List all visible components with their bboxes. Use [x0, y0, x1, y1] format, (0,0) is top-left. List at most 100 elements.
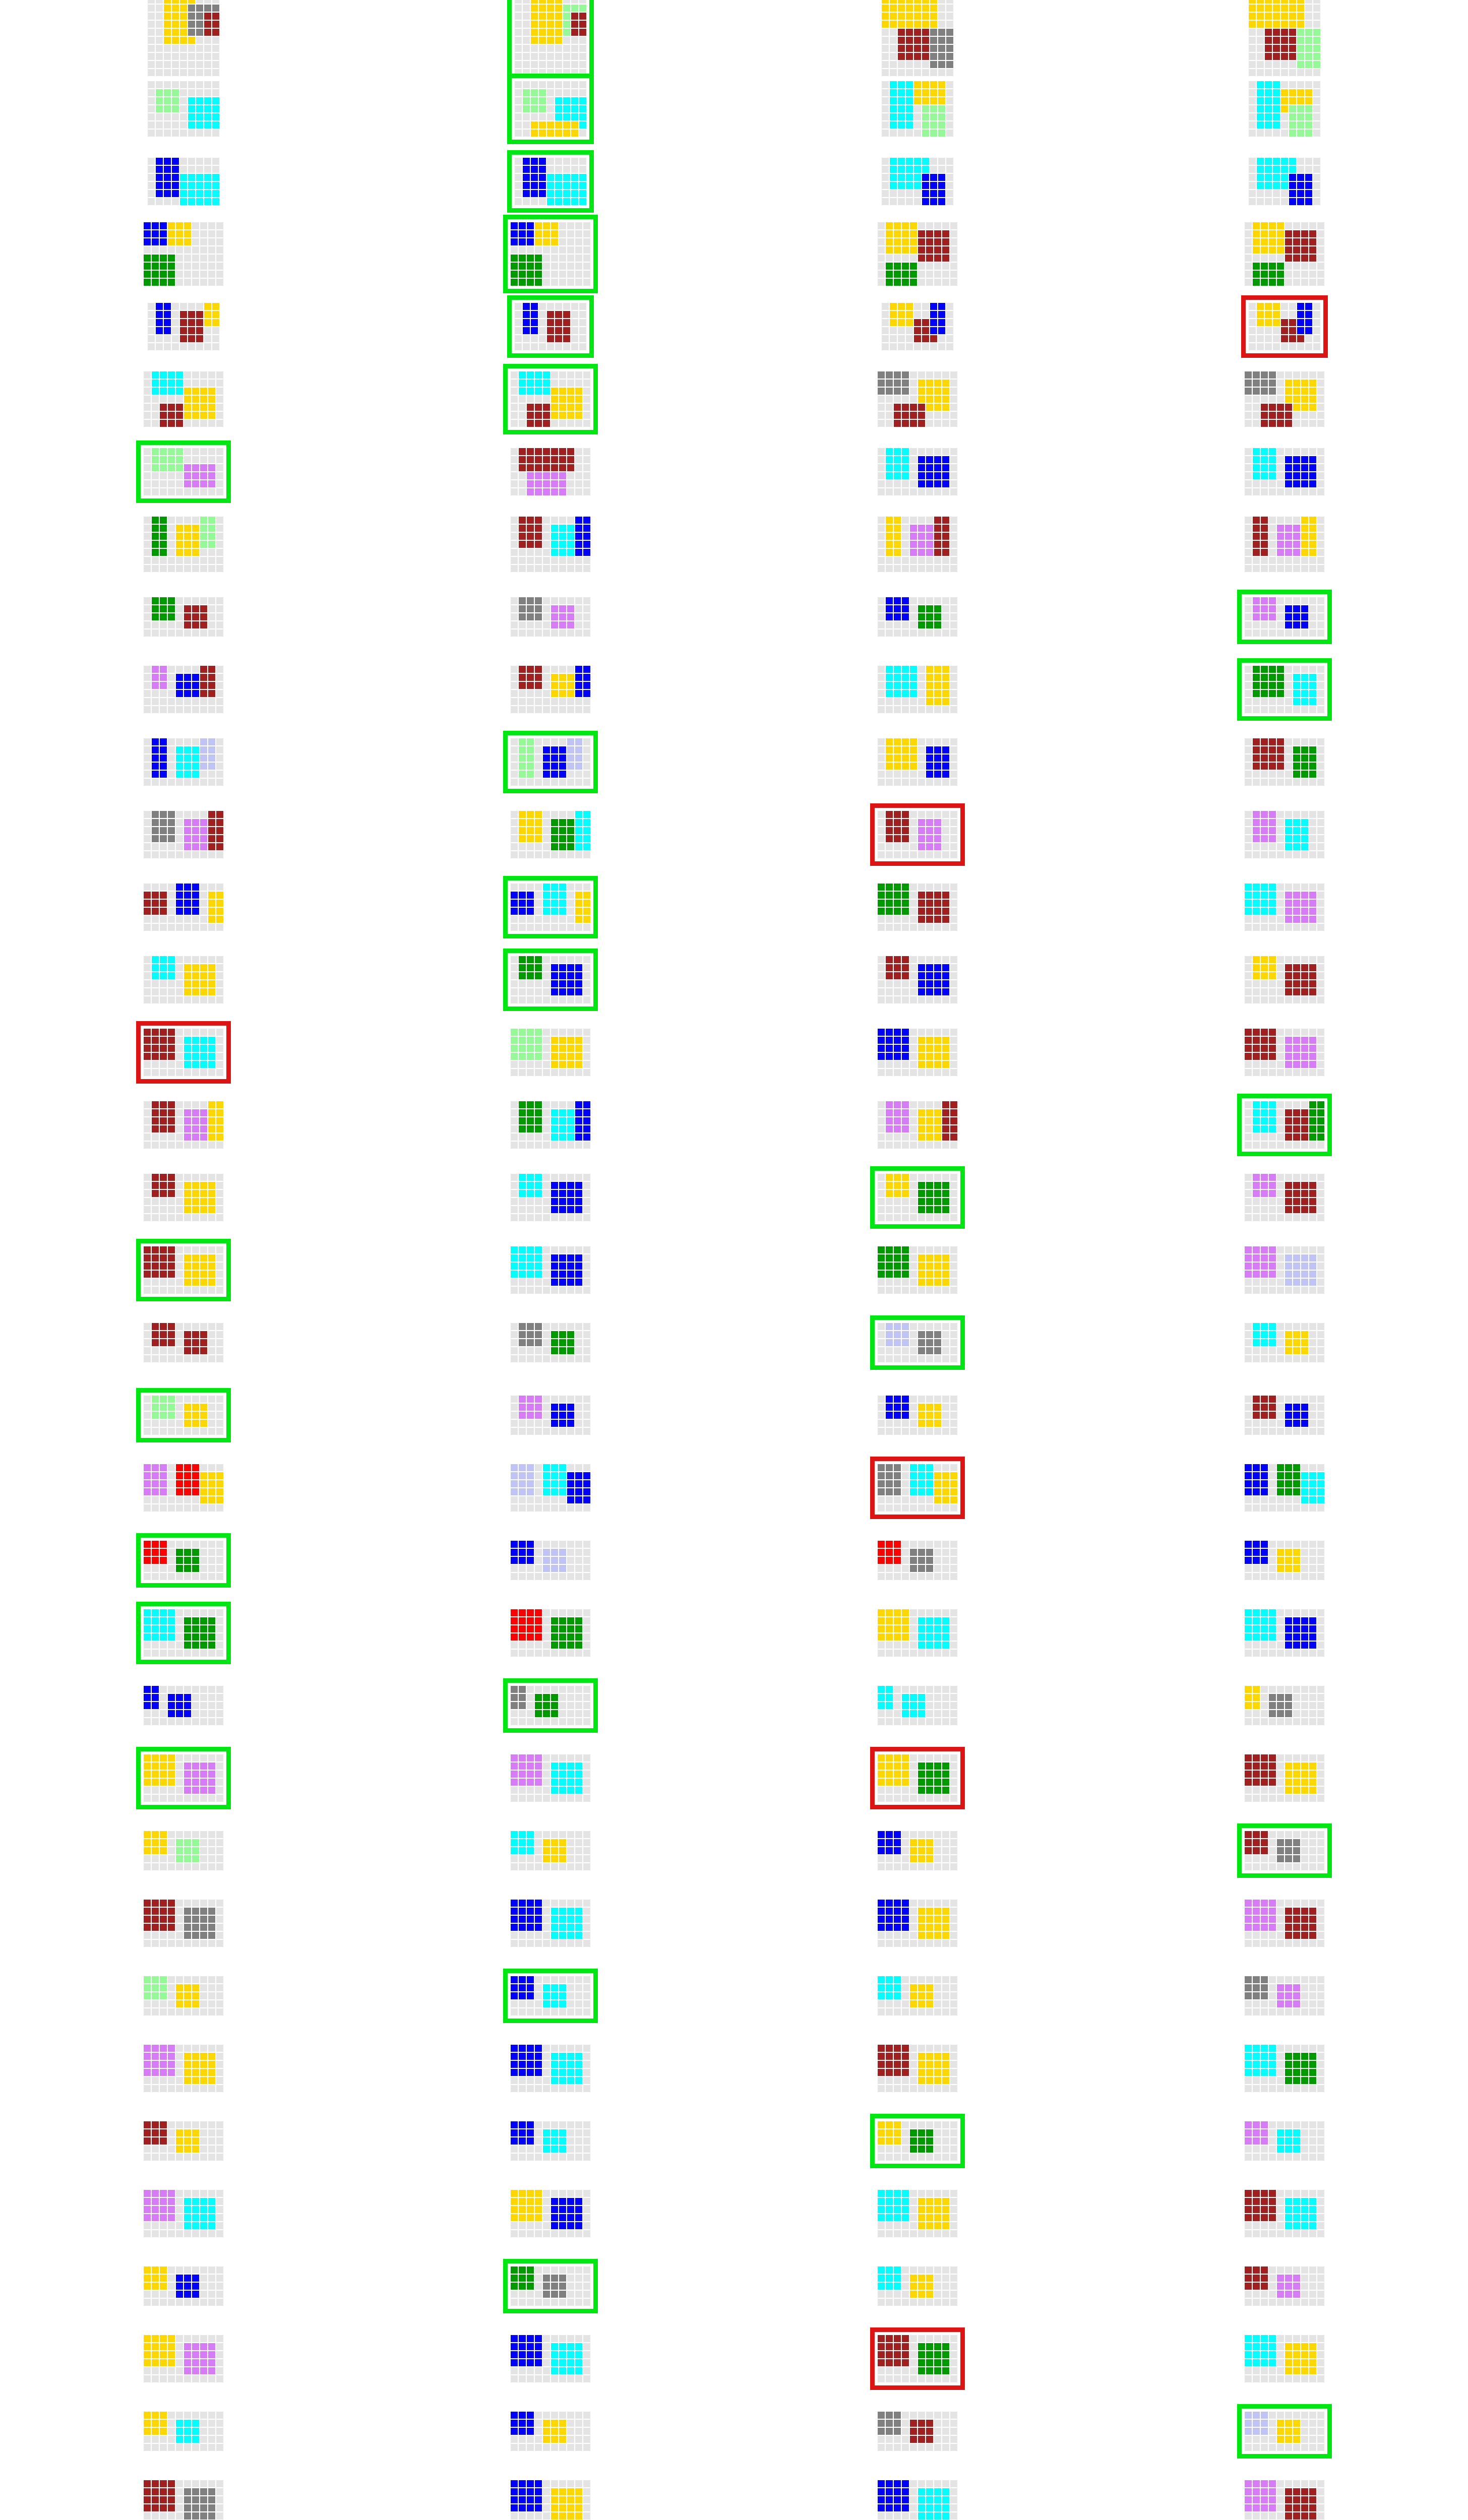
grid-cell-empty-light-gray: [514, 121, 522, 129]
grid-cell-empty-light-gray: [575, 1068, 583, 1077]
grid-panel-selected-green[interactable]: [870, 1166, 965, 1229]
grid-panel-selected-green[interactable]: [507, 295, 594, 358]
grid-panel[interactable]: [510, 1395, 591, 1435]
grid-panel[interactable]: [877, 516, 958, 573]
grid-panel[interactable]: [877, 222, 958, 286]
grid-cell-empty-light-gray: [1252, 403, 1260, 411]
grid-panel-selected-green[interactable]: [507, 150, 594, 213]
grid-cell-blue: [151, 222, 159, 230]
grid-panel-selected-green[interactable]: [503, 731, 598, 793]
grid-panel[interactable]: [1244, 738, 1325, 786]
grid-panel[interactable]: [510, 665, 591, 714]
grid-panel[interactable]: [877, 448, 958, 496]
grid-panel[interactable]: [1244, 956, 1325, 1004]
grid-panel[interactable]: [877, 665, 958, 714]
grid-cell-blue: [926, 472, 934, 480]
grid-cell-empty-light-gray: [1260, 988, 1268, 996]
grid-panel-selected-green[interactable]: [503, 949, 598, 1011]
grid-panel-selected-green[interactable]: [503, 364, 598, 434]
grid-cell-blue: [518, 222, 526, 230]
grid-panel[interactable]: [143, 1322, 224, 1363]
grid-panel[interactable]: [881, 157, 954, 206]
grid-cell-light-green: [510, 1036, 518, 1044]
grid-cell-empty-light-gray: [950, 597, 958, 605]
grid-panel[interactable]: [147, 157, 220, 206]
grid-panel-selected-green[interactable]: [136, 1239, 231, 1301]
grid-cell-orchid: [1293, 907, 1301, 915]
grid-panel[interactable]: [877, 1246, 958, 1294]
grid-panel[interactable]: [143, 597, 224, 637]
grid-panel[interactable]: [1244, 516, 1325, 573]
grid-cell-green: [942, 1181, 950, 1189]
grid-panel-selected-green[interactable]: [1237, 590, 1332, 644]
grid-cell-cyan: [1256, 81, 1264, 89]
grid-panel[interactable]: [143, 371, 224, 427]
grid-panel[interactable]: [510, 597, 591, 637]
grid-panel[interactable]: [881, 0, 954, 77]
grid-panel-selected-red[interactable]: [1241, 295, 1328, 358]
grid-panel[interactable]: [1244, 448, 1325, 496]
grid-panel[interactable]: [1244, 222, 1325, 286]
grid-panel[interactable]: [1244, 371, 1325, 427]
grid-panel-selected-red[interactable]: [870, 803, 965, 866]
grid-panel[interactable]: [1244, 1246, 1325, 1294]
grid-panel[interactable]: [510, 448, 591, 496]
grid-panel[interactable]: [877, 956, 958, 1004]
grid-panel[interactable]: [510, 1101, 591, 1149]
grid-panel[interactable]: [510, 1322, 591, 1363]
grid-cell-yellow: [171, 4, 179, 12]
grid-panel[interactable]: [1248, 0, 1321, 77]
grid-panel-selected-green[interactable]: [503, 215, 598, 293]
grid-panel-selected-green[interactable]: [136, 1388, 231, 1442]
grid-panel[interactable]: [510, 516, 591, 573]
grid-panel-selected-green[interactable]: [1237, 658, 1332, 721]
grid-panel[interactable]: [877, 1028, 958, 1077]
grid-panel[interactable]: [510, 1028, 591, 1077]
grid-panel-selected-green[interactable]: [1237, 1094, 1332, 1156]
grid-cell-yellow: [208, 1262, 216, 1270]
grid-panel[interactable]: [1244, 1173, 1325, 1222]
grid-panel-selected-green[interactable]: [136, 440, 231, 503]
grid-panel[interactable]: [147, 0, 220, 77]
grid-panel[interactable]: [143, 1173, 224, 1222]
grid-panel[interactable]: [143, 810, 224, 859]
grid-panel[interactable]: [881, 81, 954, 137]
grid-panel-selected-red[interactable]: [136, 1021, 231, 1084]
grid-cell-yellow: [216, 1117, 224, 1125]
grid-panel-selected-green[interactable]: [507, 0, 594, 84]
grid-cell-empty-light-gray: [1260, 1133, 1268, 1141]
grid-panel[interactable]: [510, 1173, 591, 1222]
grid-panel[interactable]: [877, 738, 958, 786]
grid-panel[interactable]: [143, 665, 224, 714]
grid-panel[interactable]: [143, 738, 224, 786]
grid-panel[interactable]: [877, 597, 958, 637]
grid-panel[interactable]: [143, 883, 224, 931]
grid-panel[interactable]: [147, 302, 220, 351]
grid-cell-yellow: [163, 20, 171, 28]
grid-panel[interactable]: [147, 81, 220, 137]
grid-panel-selected-green[interactable]: [870, 1315, 965, 1370]
grid-cell-empty-light-gray: [143, 746, 151, 754]
grid-panel[interactable]: [143, 1101, 224, 1149]
grid-panel[interactable]: [1244, 810, 1325, 859]
grid-panel[interactable]: [1248, 157, 1321, 206]
grid-panel-selected-green[interactable]: [507, 74, 594, 144]
grid-panel[interactable]: [143, 956, 224, 1004]
grid-panel-selected-green[interactable]: [503, 876, 598, 938]
grid-panel[interactable]: [877, 1101, 958, 1149]
grid-panel[interactable]: [877, 371, 958, 427]
grid-panel[interactable]: [881, 302, 954, 351]
grid-panel[interactable]: [1244, 883, 1325, 931]
grid-panel[interactable]: [510, 1246, 591, 1294]
grid-panel[interactable]: [143, 222, 224, 286]
grid-panel[interactable]: [143, 516, 224, 573]
grid-panel[interactable]: [1248, 81, 1321, 137]
grid-panel[interactable]: [510, 810, 591, 859]
grid-panel[interactable]: [1244, 1322, 1325, 1363]
grid-cell-empty-light-gray: [1244, 395, 1252, 403]
grid-cell-dark-red: [159, 1117, 167, 1125]
grid-panel[interactable]: [877, 883, 958, 931]
grid-cell-empty-light-gray: [583, 1278, 591, 1286]
grid-cell-empty-light-gray: [942, 621, 950, 629]
grid-panel[interactable]: [1244, 1028, 1325, 1077]
